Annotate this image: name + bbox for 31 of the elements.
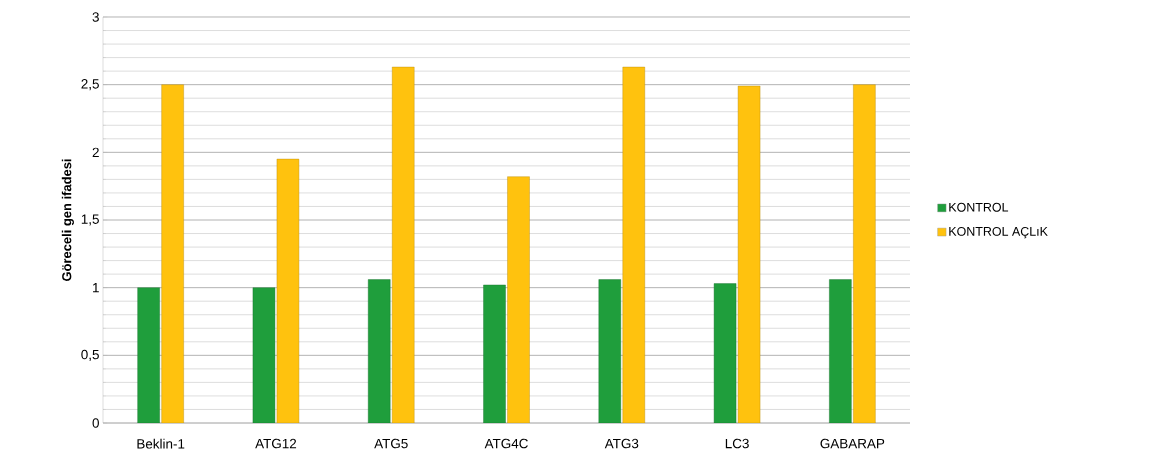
x-tick-label: ATG12 <box>255 438 297 449</box>
bar <box>392 66 415 423</box>
bar <box>713 283 737 423</box>
bar <box>507 176 530 423</box>
legend-label: KONTROL <box>949 202 1009 212</box>
bar <box>622 66 645 423</box>
bar <box>252 287 276 423</box>
x-tick-label: LC3 <box>725 438 749 449</box>
legend-label: KONTROL AÇLıK <box>949 226 1048 239</box>
bar <box>137 287 160 423</box>
y-tick-label: 3 <box>92 12 99 22</box>
x-tick-label: ATG5 <box>374 438 408 449</box>
y-tick-label: 2,5 <box>81 79 99 91</box>
x-tick-label: ATG4C <box>484 438 528 449</box>
y-axis-title: Göreceli gen ifadesi <box>61 159 74 282</box>
y-tick-label: 2 <box>92 147 99 158</box>
bar <box>368 279 391 423</box>
y-tick-label: 1,5 <box>81 214 99 226</box>
y-tick-label: 0 <box>92 418 99 428</box>
bar <box>276 158 300 423</box>
y-tick-label: 1 <box>93 283 99 293</box>
bar <box>853 84 876 423</box>
x-tick-label: Beklin-1 <box>137 438 185 449</box>
bar <box>737 85 761 423</box>
bar <box>829 279 852 423</box>
x-tick-label: ATG3 <box>604 438 639 449</box>
bar <box>483 284 506 423</box>
bar <box>161 84 184 423</box>
y-tick-label: 0,5 <box>81 349 99 361</box>
bar <box>598 279 621 423</box>
x-tick-label: GABARAP <box>820 438 885 449</box>
